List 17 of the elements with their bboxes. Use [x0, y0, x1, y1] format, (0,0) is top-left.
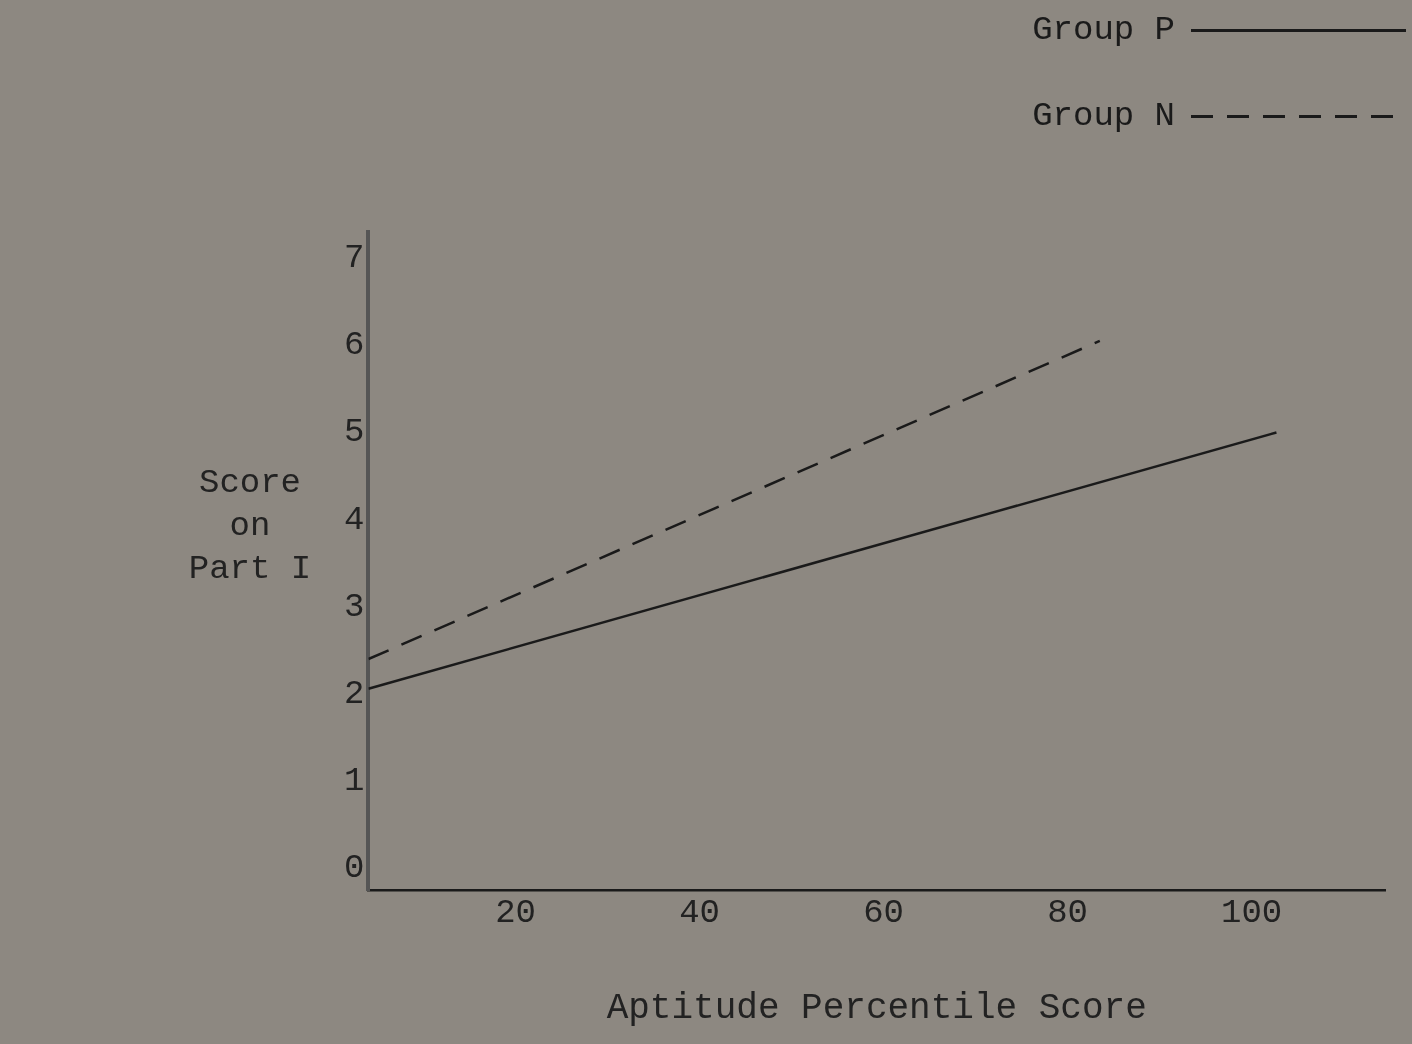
- y-tick-label: 7: [344, 239, 365, 278]
- y-tick-label: 5: [344, 413, 365, 452]
- x-tick-label: 80: [1047, 894, 1089, 933]
- legend-label: Group P: [1032, 11, 1175, 49]
- x-tick-label: 60: [863, 894, 905, 933]
- y-tick-label: 1: [344, 762, 365, 801]
- legend-label: Group N: [1032, 97, 1175, 135]
- y-tick-label: 4: [344, 500, 365, 539]
- y-tick-label: 3: [344, 587, 365, 626]
- y-tick-label: 6: [344, 326, 365, 365]
- x-axis-title: Aptitude Percentile Score: [606, 987, 1147, 1029]
- y-tick-label: 0: [344, 849, 365, 888]
- x-tick-label: 100: [1220, 894, 1283, 933]
- y-tick-label: 2: [344, 674, 365, 713]
- x-tick-label: 40: [679, 894, 721, 933]
- x-tick-label: 20: [495, 894, 537, 933]
- y-axis-title: Score on Part I: [187, 463, 313, 590]
